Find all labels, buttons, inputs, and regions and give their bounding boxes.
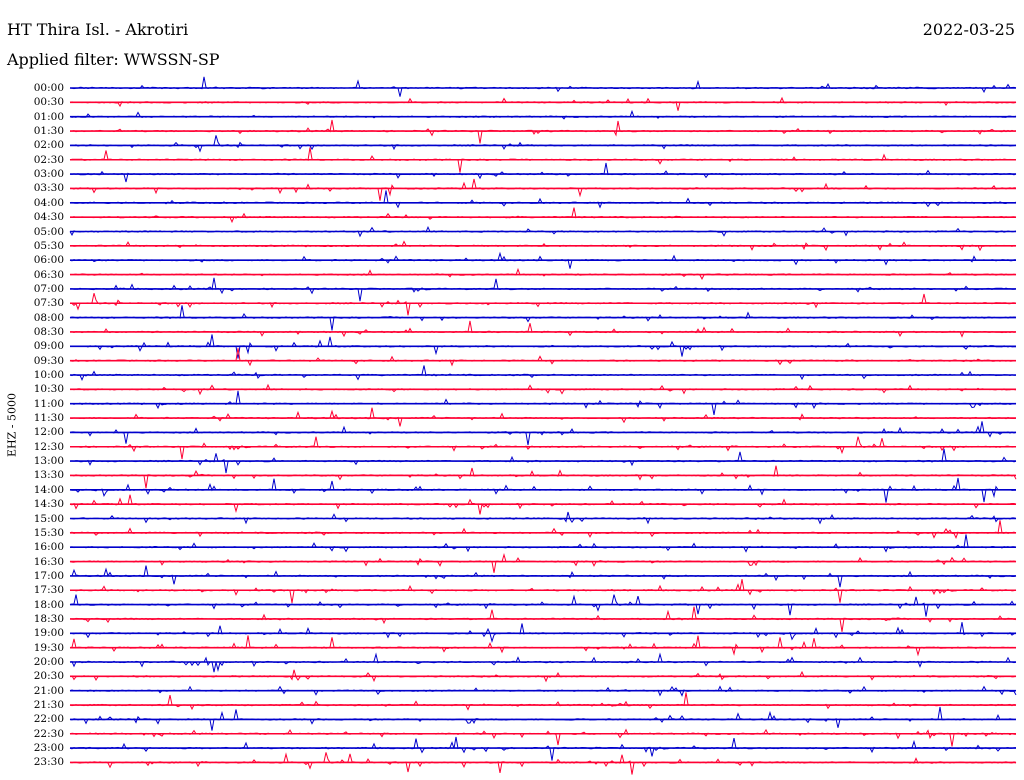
trace-row: [69, 365, 1017, 381]
hour-label: 23:30: [33, 756, 64, 769]
trace-row: [69, 421, 1017, 446]
hour-label: 06:30: [33, 268, 64, 281]
hour-label: 11:00: [33, 397, 64, 410]
hour-label: 00:30: [33, 96, 64, 109]
trace-row: [69, 692, 1017, 711]
trace-row: [69, 511, 1017, 525]
hour-label: 01:00: [33, 110, 64, 123]
trace-row: [69, 520, 1017, 539]
hour-label: 02:30: [33, 153, 64, 166]
trace-row: [69, 594, 1017, 617]
trace-row: [69, 579, 1017, 603]
hour-label: 12:00: [33, 426, 64, 439]
hour-label: 20:00: [33, 656, 64, 668]
station-title: HT Thira Isl. - Akrotiri: [7, 20, 189, 39]
hour-label: 11:30: [33, 412, 64, 425]
hour-label: 14:00: [33, 483, 64, 496]
trace-row: [69, 293, 1017, 316]
trace-row: [69, 669, 1017, 683]
hour-label: 05:30: [33, 239, 64, 252]
trace-row: [70, 465, 1017, 489]
trace-row: [69, 752, 1017, 775]
trace-row: [69, 348, 1017, 367]
hour-label: 16:30: [33, 555, 64, 568]
hour-label: 07:00: [33, 282, 64, 295]
hour-label: 20:30: [33, 670, 64, 683]
trace-row: [69, 109, 1017, 120]
hour-label: 03:30: [33, 182, 64, 195]
hour-label: 10:30: [33, 383, 64, 396]
trace-row: [69, 76, 1017, 97]
trace-row: [69, 135, 1017, 153]
hour-label: 00:00: [33, 82, 64, 94]
hour-label: 12:30: [33, 440, 64, 453]
hour-label: 22:30: [33, 727, 64, 740]
hour-label: 05:00: [33, 225, 64, 238]
trace-row: [69, 652, 1017, 673]
trace-row: [69, 436, 1017, 460]
trace-row: [69, 190, 1017, 209]
hour-label: 13:00: [33, 455, 64, 468]
hour-label: 18:00: [33, 598, 64, 611]
hour-label: 06:00: [33, 254, 64, 267]
hour-label: 09:30: [33, 354, 64, 367]
hour-label: 08:30: [33, 325, 64, 338]
hour-label: 17:00: [33, 569, 64, 582]
trace-row: [69, 320, 1017, 338]
hour-label: 01:30: [33, 125, 64, 138]
filter-label: Applied filter: WWSSN-SP: [7, 50, 220, 69]
hour-label: 17:30: [33, 584, 64, 597]
trace-row: [69, 728, 1017, 747]
hour-label: 14:30: [33, 498, 64, 511]
trace-row: [69, 96, 1017, 111]
hour-label: 09:00: [33, 340, 64, 353]
trace-row: [69, 552, 1017, 573]
hour-label: 07:30: [33, 297, 64, 310]
hour-label: 19:00: [33, 627, 64, 640]
hour-label: 04:00: [33, 196, 64, 209]
hour-label: 10:00: [33, 369, 64, 381]
trace-row: [69, 207, 1017, 224]
record-date: 2022-03-25: [922, 20, 1015, 39]
hour-label: 23:00: [33, 742, 64, 755]
hour-label: 18:30: [33, 612, 64, 625]
hour-label: 04:30: [33, 211, 64, 224]
hour-label: 21:30: [33, 699, 64, 712]
hour-label: 03:00: [33, 168, 64, 181]
hour-label: 22:00: [33, 713, 64, 726]
hour-label: 21:00: [33, 684, 64, 697]
trace-row: [69, 407, 1017, 427]
trace-row: [69, 635, 1017, 657]
trace-row: [69, 162, 1017, 183]
hour-label: 16:00: [33, 541, 64, 554]
hour-label: 19:30: [33, 641, 64, 654]
hour-label: 08:00: [33, 311, 64, 324]
trace-row: [70, 178, 1017, 201]
hour-label: 15:00: [33, 512, 64, 525]
trace-row: [69, 622, 1017, 643]
hour-label: 13:30: [33, 469, 64, 482]
hour-label: 02:00: [33, 139, 64, 152]
hour-label: 15:30: [33, 526, 64, 539]
trace-row: [69, 534, 1017, 553]
